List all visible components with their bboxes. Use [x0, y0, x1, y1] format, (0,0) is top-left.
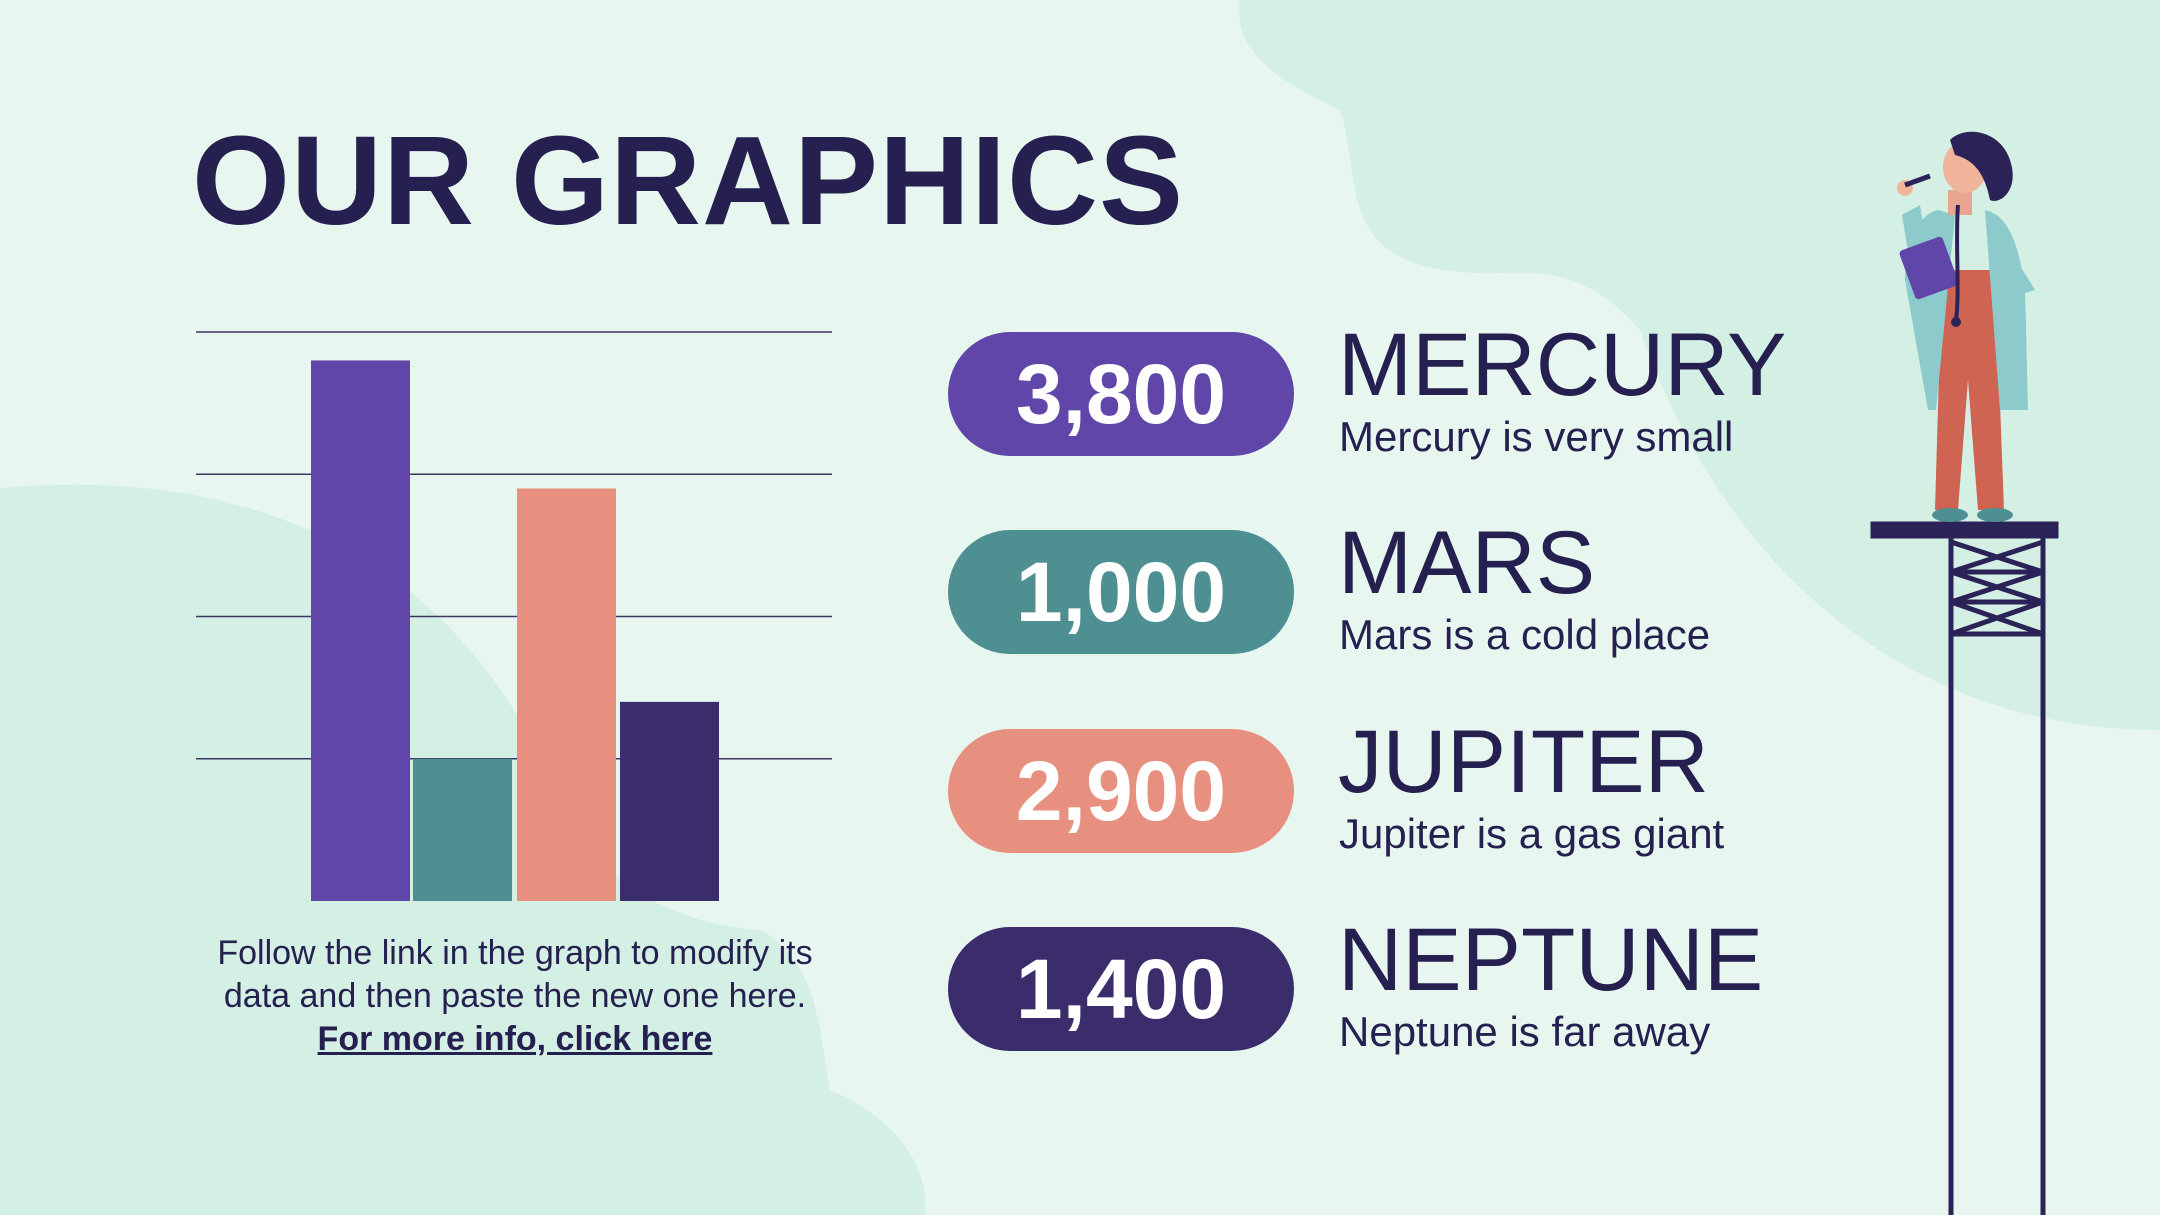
stat-row-mercury: 3,800 MERCURY Mercury is very small: [948, 320, 1848, 460]
bar-jupiter[interactable]: [517, 488, 616, 901]
page-title: OUR GRAPHICS: [192, 110, 1185, 251]
planet-name: NEPTUNE: [1338, 909, 1764, 1009]
chart-caption: Follow the link in the graph to modify i…: [200, 932, 830, 1061]
value-pill: 1,000: [948, 530, 1294, 654]
planet-name: MARS: [1338, 512, 1596, 612]
planet-description: Jupiter is a gas giant: [1339, 810, 1725, 857]
doctor-figure: [1897, 131, 2035, 522]
stat-row-mars: 1,000 MARS Mars is a cold place: [948, 518, 1848, 658]
planet-description: Neptune is far away: [1339, 1008, 1711, 1055]
tower: [1870, 521, 2059, 1215]
value-pill: 3,800: [948, 332, 1294, 456]
doctor-on-tower-illustration: [1870, 131, 2059, 1215]
planet-name: MERCURY: [1338, 314, 1787, 414]
value-pill: 1,400: [948, 927, 1294, 1051]
stat-row-jupiter: 2,900 JUPITER Jupiter is a gas giant: [948, 717, 1848, 857]
planet-description: Mars is a cold place: [1339, 611, 1711, 658]
value-pill: 2,900: [948, 729, 1294, 853]
bar-neptune[interactable]: [620, 701, 719, 901]
bar-chart[interactable]: [190, 320, 840, 910]
stat-row-neptune: 1,400 NEPTUNE Neptune is far away: [948, 915, 1848, 1055]
planet-description: Mercury is very small: [1339, 413, 1734, 460]
bar-mars[interactable]: [413, 758, 512, 901]
bar-mercury[interactable]: [311, 360, 410, 901]
caption-text: Follow the link in the graph to modify i…: [217, 934, 813, 1015]
more-info-link[interactable]: For more info, click here: [317, 1020, 713, 1058]
planet-name: JUPITER: [1338, 711, 1709, 811]
